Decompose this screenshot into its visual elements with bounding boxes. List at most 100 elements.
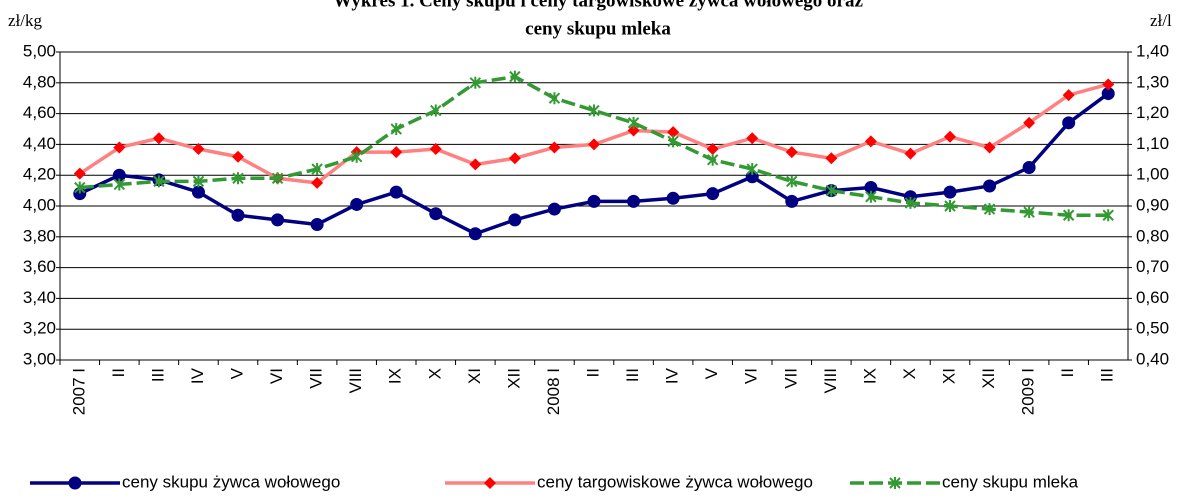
marker bbox=[191, 185, 205, 199]
marker bbox=[1062, 209, 1075, 222]
marker bbox=[232, 172, 244, 185]
marker bbox=[68, 476, 82, 490]
y-tick-label: 3,80 bbox=[23, 226, 56, 245]
x-tick-label: V bbox=[702, 367, 721, 379]
y-tick-label: 3,40 bbox=[23, 288, 56, 307]
y2-tick-label: 0,40 bbox=[1136, 349, 1169, 368]
x-tick-label: VIII bbox=[821, 368, 840, 394]
marker bbox=[390, 146, 403, 159]
y-tick-label: 4,40 bbox=[23, 134, 56, 153]
series-line bbox=[79, 74, 1109, 217]
y-tick-label: 4,00 bbox=[23, 195, 56, 214]
marker bbox=[113, 178, 126, 191]
marker bbox=[548, 92, 561, 105]
x-tick-label: IX bbox=[860, 368, 879, 384]
marker bbox=[983, 203, 996, 216]
marker bbox=[983, 179, 997, 193]
marker bbox=[785, 194, 799, 208]
marker bbox=[469, 76, 482, 89]
marker bbox=[1023, 206, 1035, 219]
marker bbox=[350, 197, 364, 211]
y2-tick-label: 1,20 bbox=[1136, 103, 1169, 122]
marker bbox=[271, 172, 284, 185]
x-tick-label: X bbox=[425, 368, 444, 379]
legend-label: ceny skupu żywca wołowego bbox=[122, 472, 340, 491]
x-tick-label: IV bbox=[188, 367, 207, 384]
marker bbox=[1102, 78, 1115, 91]
marker bbox=[508, 213, 522, 227]
marker bbox=[785, 146, 798, 159]
x-tick-label: 2009 I bbox=[1019, 368, 1038, 415]
marker bbox=[1062, 116, 1076, 130]
y2-tick-label: 1,00 bbox=[1136, 165, 1169, 184]
x-tick-label: XII bbox=[504, 368, 523, 389]
marker bbox=[389, 185, 403, 199]
x-tick-label: XI bbox=[465, 368, 484, 384]
marker bbox=[192, 143, 205, 156]
marker bbox=[746, 132, 759, 145]
marker bbox=[1022, 161, 1036, 174]
marker bbox=[746, 163, 758, 176]
y-tick-label: 3,20 bbox=[23, 319, 56, 338]
series-line bbox=[78, 82, 1109, 185]
marker bbox=[889, 477, 901, 489]
y2-tick-label: 0,60 bbox=[1136, 288, 1169, 307]
marker bbox=[192, 175, 205, 188]
marker bbox=[311, 176, 324, 189]
marker bbox=[588, 138, 600, 151]
marker bbox=[588, 104, 600, 117]
y2-tick-label: 1,10 bbox=[1136, 134, 1169, 153]
y2-tick-label: 0,70 bbox=[1136, 257, 1169, 276]
marker bbox=[706, 153, 719, 166]
marker bbox=[271, 213, 285, 227]
y-tick-label: 3,60 bbox=[23, 257, 56, 276]
marker bbox=[627, 194, 641, 208]
marker bbox=[1023, 116, 1036, 129]
marker bbox=[627, 116, 640, 129]
marker bbox=[508, 152, 521, 165]
x-tick-label: IV bbox=[663, 367, 682, 384]
x-tick-label: II bbox=[1058, 368, 1077, 377]
marker bbox=[469, 158, 482, 171]
marker bbox=[786, 175, 798, 188]
y2-tick-label: 1,40 bbox=[1136, 41, 1169, 60]
marker bbox=[706, 143, 719, 156]
marker bbox=[904, 147, 917, 160]
marker bbox=[468, 227, 482, 241]
marker bbox=[904, 196, 917, 209]
y-tick-label: 5,00 bbox=[23, 41, 56, 60]
y-tick-label: 4,20 bbox=[23, 165, 56, 184]
marker bbox=[944, 130, 956, 143]
x-tick-label: VII bbox=[781, 368, 800, 389]
marker bbox=[627, 124, 640, 137]
marker bbox=[944, 200, 956, 212]
marker bbox=[706, 187, 720, 201]
y2-tick-label: 1,30 bbox=[1136, 72, 1169, 91]
marker bbox=[430, 104, 442, 117]
x-tick-label: XII bbox=[979, 368, 998, 389]
x-tick-label: 2007 I bbox=[69, 368, 88, 415]
marker bbox=[1102, 209, 1114, 222]
y-tick-label: 4,80 bbox=[23, 72, 56, 91]
marker bbox=[548, 141, 561, 154]
x-tick-label: IX bbox=[386, 368, 405, 384]
x-tick-label: II bbox=[109, 368, 128, 377]
marker bbox=[667, 135, 679, 148]
marker bbox=[587, 194, 601, 208]
x-tick-label: XI bbox=[939, 368, 958, 384]
marker bbox=[864, 135, 877, 148]
marker bbox=[152, 132, 165, 145]
marker bbox=[667, 126, 680, 139]
marker bbox=[429, 143, 442, 156]
y2-tick-label: 0,90 bbox=[1136, 195, 1169, 214]
x-tick-label: VII bbox=[307, 368, 326, 389]
y-tick-label: 3,00 bbox=[23, 349, 56, 368]
chart-title: Wykres 1. Ceny skupu i ceny targowiskowe… bbox=[333, 0, 863, 11]
marker bbox=[310, 217, 324, 231]
x-tick-label: III bbox=[1098, 368, 1117, 382]
marker bbox=[153, 175, 165, 188]
y2-tick-label: 0,50 bbox=[1136, 319, 1169, 338]
marker bbox=[509, 70, 521, 83]
legend-label: ceny skupu mleka bbox=[942, 472, 1079, 491]
marker bbox=[74, 181, 86, 194]
